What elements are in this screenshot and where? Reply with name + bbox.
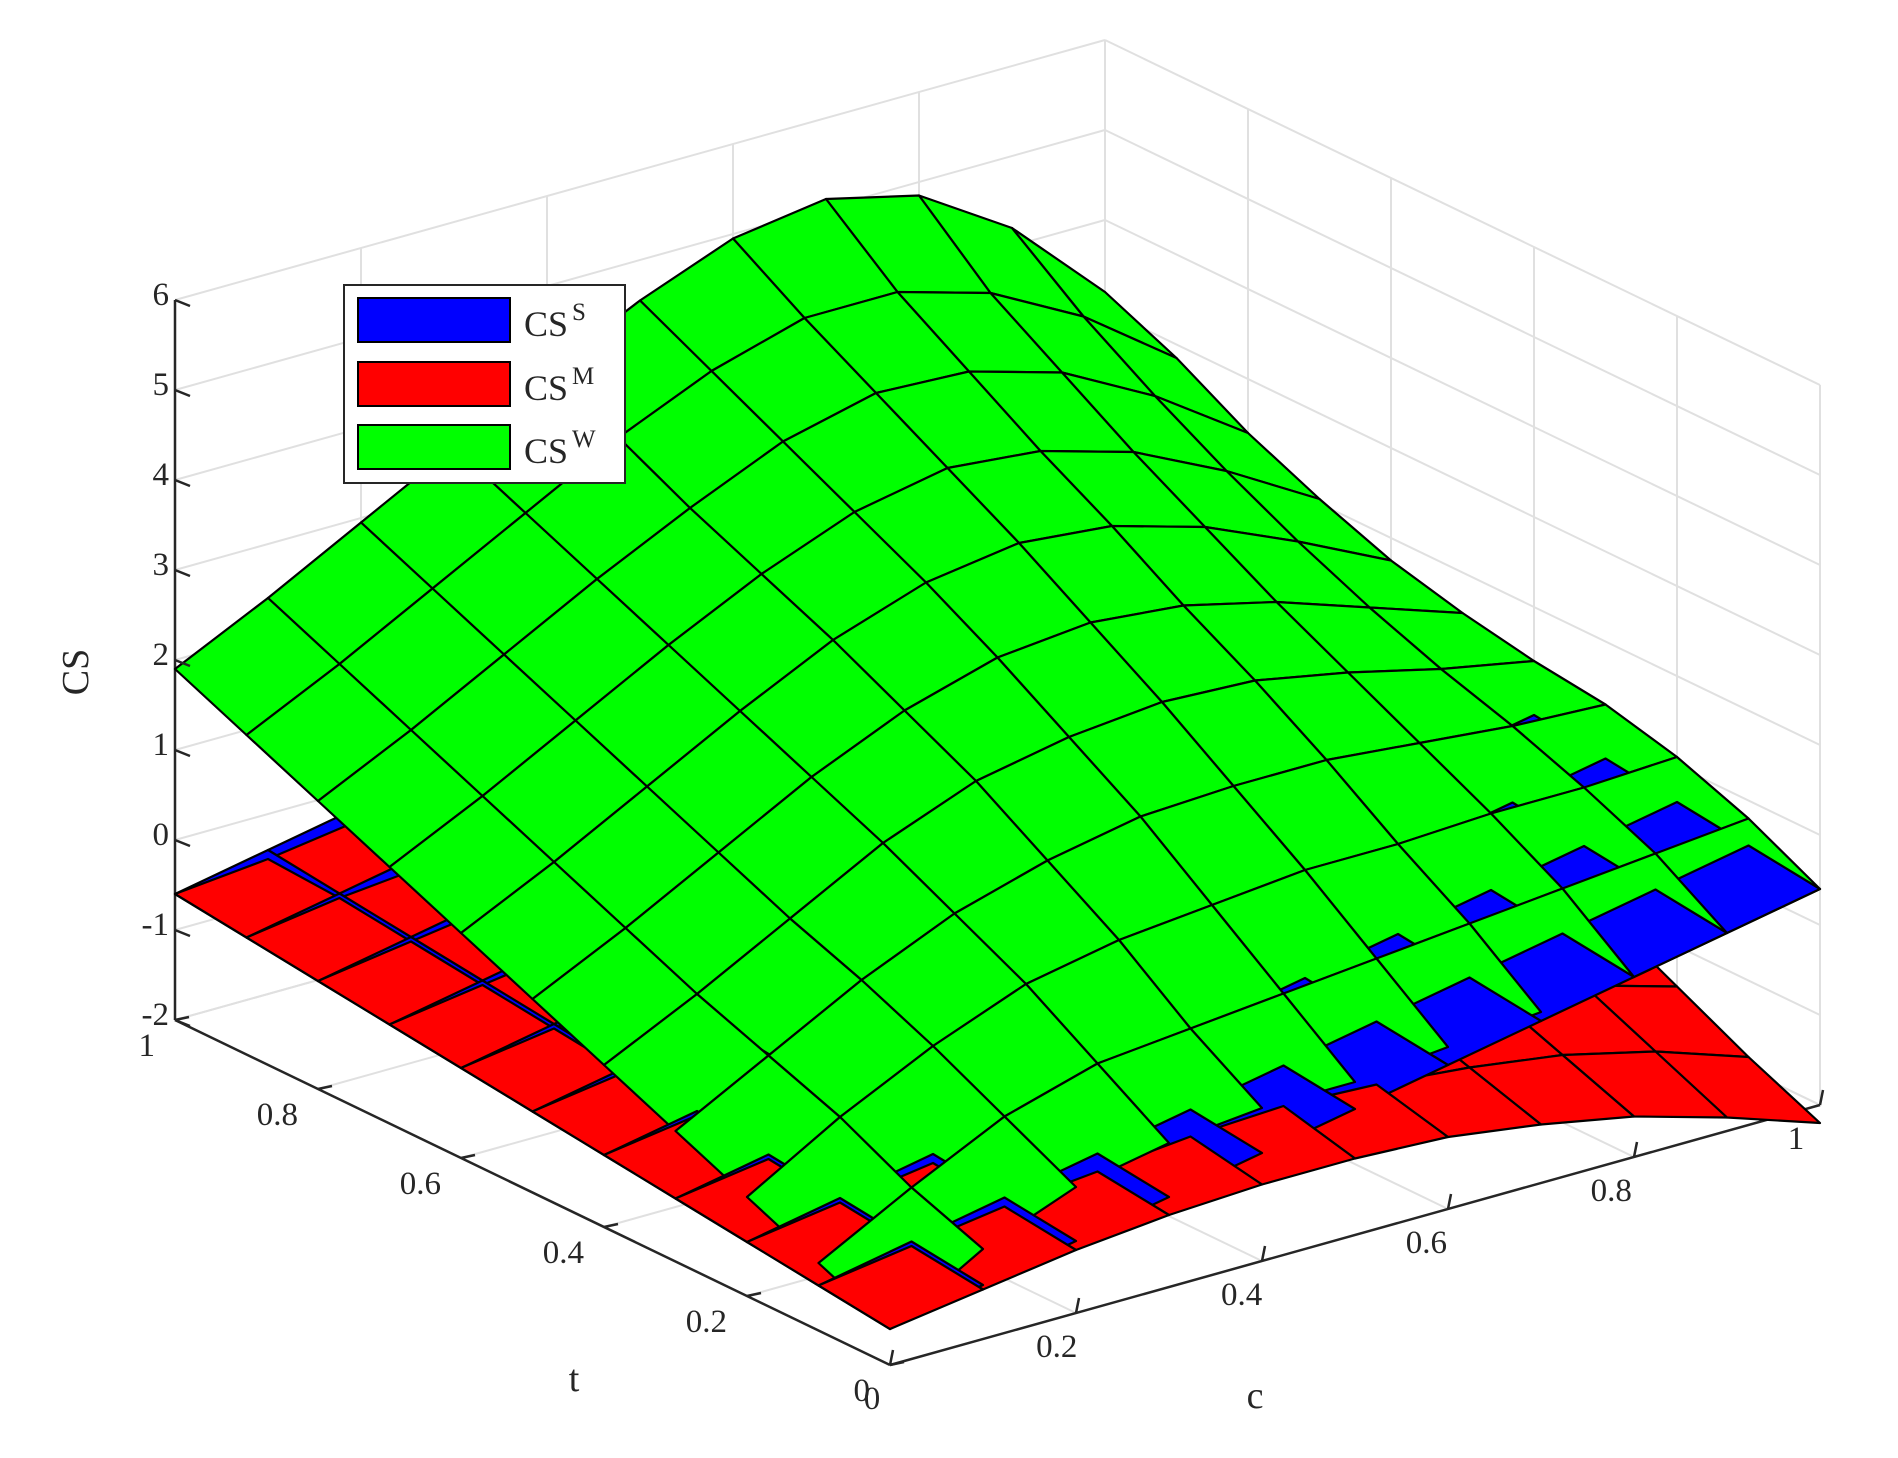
z-tick-label: 1 — [153, 727, 170, 763]
grid-line — [1104, 39, 1821, 386]
x-axis-line — [889, 1103, 1821, 1367]
z-tick-mark — [174, 298, 191, 308]
z-tick-mark — [174, 1018, 191, 1028]
x-tick-mark — [1818, 1089, 1825, 1106]
y-tick-mark — [317, 1084, 333, 1091]
y-tick-label: 1 — [139, 1028, 156, 1064]
legend-item-cs-m: CS M — [357, 361, 594, 408]
grid-line — [1104, 129, 1821, 476]
y-tick-mark — [889, 1360, 905, 1367]
x-tick-label: 0.8 — [1591, 1173, 1632, 1209]
y-tick-mark — [460, 1153, 476, 1160]
legend: CS S CS M CS W — [343, 284, 626, 484]
surfaces — [173, 194, 1822, 1331]
z-tick-label: 5 — [153, 367, 170, 403]
y-tick-mark — [746, 1291, 762, 1298]
z-tick-mark — [174, 478, 191, 488]
legend-item-cs-s: CS S — [357, 297, 586, 344]
x-tick-label: 0.6 — [1406, 1225, 1447, 1261]
grid-line — [1104, 219, 1821, 566]
z-tick-label: 6 — [153, 277, 170, 313]
x-tick-mark — [1446, 1193, 1453, 1210]
z-tick-mark — [174, 838, 191, 848]
grid-line — [174, 39, 1106, 301]
x-axis-label: c — [1247, 1375, 1264, 1417]
z-axis-label: CS — [55, 649, 97, 695]
z-tick-label: 4 — [153, 457, 170, 493]
x-tick-label: 0 — [864, 1381, 881, 1417]
y-tick-label: 0.8 — [257, 1097, 298, 1133]
z-tick-mark — [174, 748, 191, 758]
legend-swatch-cs-s — [357, 297, 511, 343]
y-tick-label: 0.4 — [543, 1235, 584, 1271]
z-tick-label: 2 — [153, 637, 170, 673]
z-tick-mark — [174, 658, 191, 668]
y-tick-mark — [603, 1222, 619, 1229]
x-tick-label: 0.4 — [1221, 1277, 1262, 1313]
z-tick-label: 3 — [153, 547, 170, 583]
grid-line — [174, 129, 1106, 391]
z-tick-mark — [174, 568, 191, 578]
z-tick-mark — [174, 388, 191, 398]
y-axis-label: t — [569, 1358, 580, 1400]
y-tick-mark — [174, 1015, 190, 1022]
x-tick-label: 0.2 — [1036, 1329, 1077, 1365]
x-tick-mark — [1074, 1297, 1081, 1314]
x-tick-mark — [888, 1349, 895, 1366]
z-tick-label: -1 — [142, 907, 170, 943]
z-tick-mark — [174, 928, 191, 938]
legend-label-cs-m: CS M — [524, 363, 594, 408]
y-tick-label: 0 — [854, 1373, 871, 1409]
grid-line — [1104, 309, 1821, 656]
x-tick-mark — [1260, 1245, 1267, 1262]
legend-label-cs-w: CS W — [524, 426, 596, 471]
x-tick-label: 1 — [1788, 1121, 1805, 1157]
z-tick-label: 0 — [153, 817, 170, 853]
y-axis-line — [174, 1018, 891, 1367]
legend-item-cs-w: CS W — [357, 424, 596, 471]
legend-swatch-cs-m — [357, 361, 511, 407]
y-tick-label: 0.2 — [686, 1304, 727, 1340]
legend-swatch-cs-w — [357, 424, 511, 470]
z-tick-label: -2 — [142, 997, 170, 1033]
y-tick-label: 0.6 — [400, 1166, 441, 1202]
surface-patch-cs-m — [817, 1244, 985, 1331]
legend-label-cs-s: CS S — [524, 299, 586, 344]
x-tick-mark — [1632, 1141, 1639, 1158]
